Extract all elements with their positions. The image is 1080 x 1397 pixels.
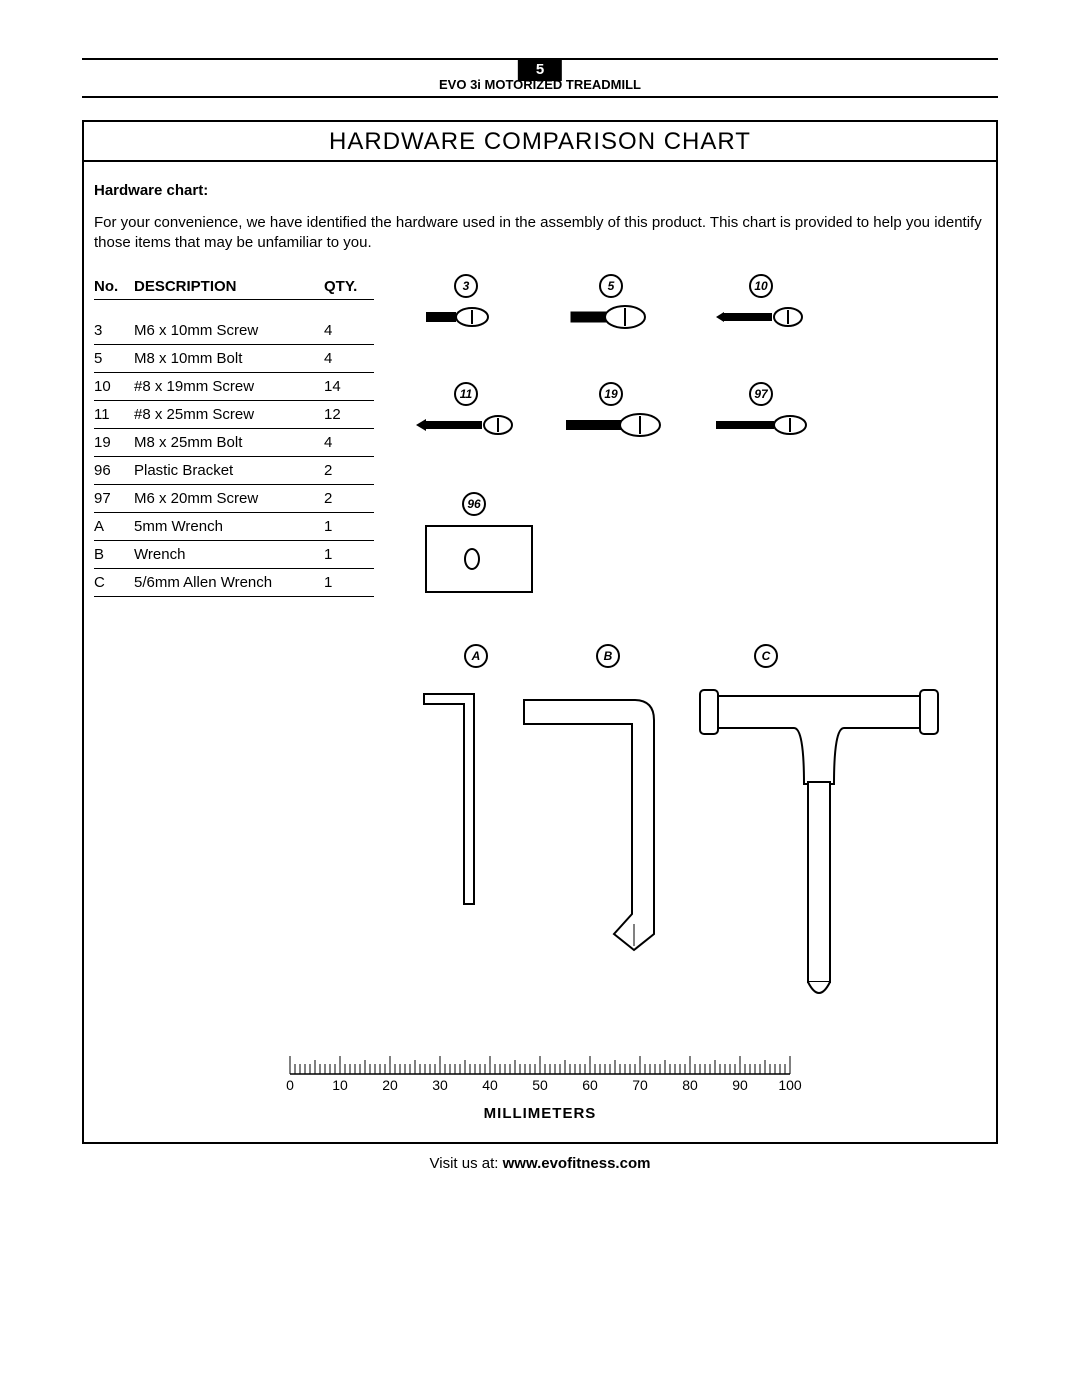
svg-text:50: 50: [532, 1077, 548, 1093]
footer-prefix: Visit us at:: [430, 1155, 503, 1172]
table-row: 5M8 x 10mm Bolt4: [94, 345, 374, 373]
svg-text:10: 10: [332, 1077, 348, 1093]
callout-97: 97: [749, 382, 773, 406]
hardware-subheading: Hardware chart:: [94, 182, 986, 199]
callout-96: 96: [462, 492, 486, 516]
callout-5: 5: [599, 274, 623, 298]
footer-url: www.evofitness.com: [503, 1155, 651, 1172]
svg-text:80: 80: [682, 1077, 698, 1093]
wrench-a-icon: [414, 674, 494, 914]
ruler: 0 10 20 30 40 50 60 70 80 90 100 MILLIME…: [94, 1044, 986, 1122]
bolt-19-icon: [564, 412, 664, 438]
svg-text:100: 100: [778, 1077, 802, 1093]
bolt-5-icon: [569, 304, 649, 330]
wrench-c-icon: [694, 674, 944, 1014]
svg-text:20: 20: [382, 1077, 398, 1093]
svg-text:90: 90: [732, 1077, 748, 1093]
svg-text:70: 70: [632, 1077, 648, 1093]
table-row: A5mm Wrench1: [94, 513, 374, 541]
table-row: 11#8 x 25mm Screw12: [94, 401, 374, 429]
footer: Visit us at: www.evofitness.com: [0, 1155, 1080, 1172]
th-desc: DESCRIPTION: [134, 274, 324, 300]
callout-3: 3: [454, 274, 478, 298]
main-content-box: HARDWARE COMPARISON CHART Hardware chart…: [82, 120, 998, 1144]
table-row: 10#8 x 19mm Screw14: [94, 373, 374, 401]
callout-11: 11: [454, 382, 478, 406]
callout-b: B: [596, 644, 620, 668]
svg-text:30: 30: [432, 1077, 448, 1093]
header-bar: 5 EVO 3i MOTORIZED TREADMILL: [82, 58, 998, 98]
table-row: 19M8 x 25mm Bolt4: [94, 429, 374, 457]
svg-text:0: 0: [286, 1077, 294, 1093]
screw-10-icon: [714, 306, 804, 328]
hardware-illustrations: 3 5 10 11: [414, 274, 986, 1034]
screw-11-icon: [414, 414, 514, 436]
callout-10: 10: [749, 274, 773, 298]
th-no: No.: [94, 274, 134, 300]
th-qty: QTY.: [324, 274, 374, 300]
table-row: 97M6 x 20mm Screw2: [94, 485, 374, 513]
page-title: HARDWARE COMPARISON CHART: [84, 122, 996, 162]
callout-c: C: [754, 644, 778, 668]
table-row: 3M6 x 10mm Screw4: [94, 317, 374, 345]
svg-text:40: 40: [482, 1077, 498, 1093]
callout-19: 19: [599, 382, 623, 406]
screw-97-icon: [714, 414, 809, 436]
table-row: C5/6mm Allen Wrench1: [94, 569, 374, 597]
hardware-table: No. DESCRIPTION QTY. 3M6 x 10mm Screw4 5…: [94, 274, 374, 598]
ruler-icon: 0 10 20 30 40 50 60 70 80 90 100: [260, 1044, 820, 1094]
callout-a: A: [464, 644, 488, 668]
intro-text: For your convenience, we have identified…: [94, 213, 986, 254]
table-row: BWrench1: [94, 541, 374, 569]
wrench-b-icon: [514, 674, 684, 954]
bracket-96-icon: [424, 524, 534, 594]
screw-3-icon: [424, 306, 494, 328]
svg-text:60: 60: [582, 1077, 598, 1093]
ruler-label: MILLIMETERS: [94, 1105, 986, 1122]
product-name: EVO 3i MOTORIZED TREADMILL: [82, 77, 998, 92]
table-row: 96Plastic Bracket2: [94, 457, 374, 485]
